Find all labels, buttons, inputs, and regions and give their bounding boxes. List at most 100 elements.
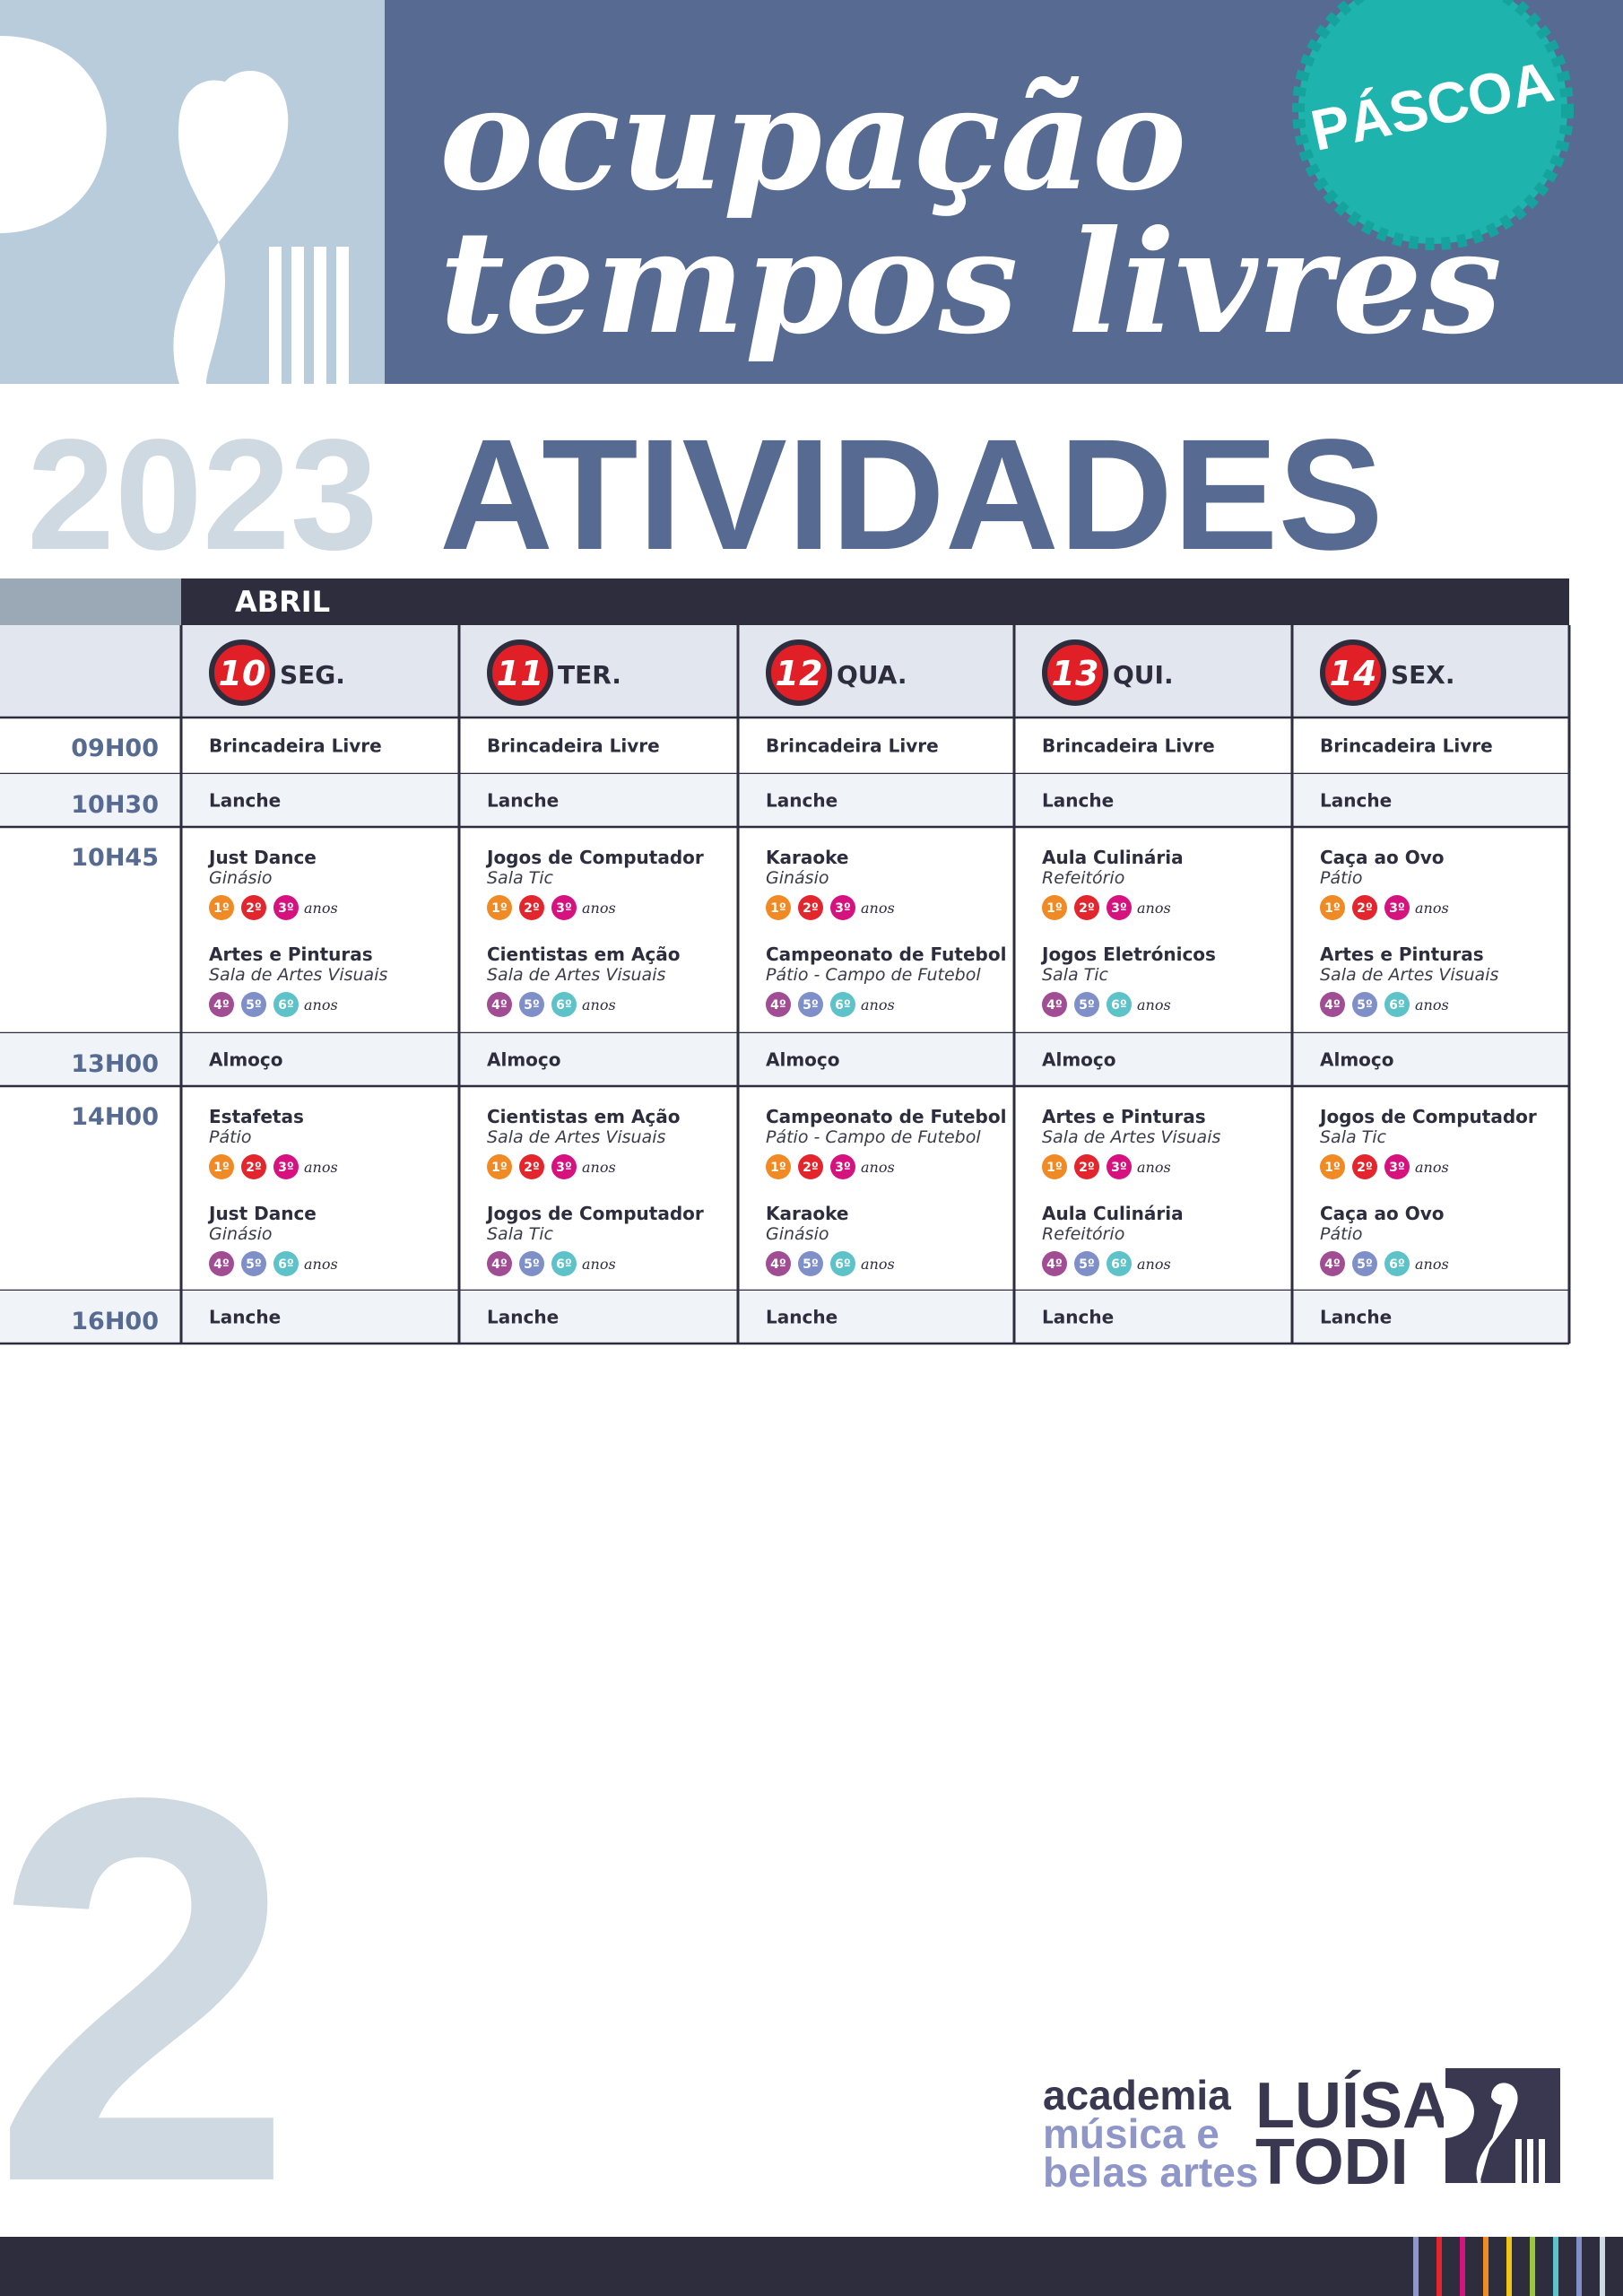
grades-unit: anos xyxy=(582,1159,616,1176)
grade-label: 2º xyxy=(803,1161,819,1175)
title-line: tempos livres xyxy=(439,200,1502,366)
grade-badge xyxy=(551,1154,577,1179)
grade-label: 6º xyxy=(1389,1257,1405,1272)
activity-name: Campeonato de Futebol xyxy=(766,1106,1006,1127)
day-name: QUA. xyxy=(837,660,907,690)
grade-badge xyxy=(519,895,544,920)
activity-name: Artes e Pinturas xyxy=(209,944,373,965)
grade-label: 3º xyxy=(1111,901,1127,916)
emblem-bar xyxy=(314,247,326,384)
header-emblem xyxy=(0,36,349,385)
activity-name: Cientistas em Ação xyxy=(487,1106,681,1127)
stripe xyxy=(1413,2237,1419,2296)
row-background xyxy=(0,774,1569,827)
grade-badge xyxy=(273,895,299,920)
grades-unit: anos xyxy=(304,996,338,1013)
grades-unit: anos xyxy=(304,1159,338,1176)
grade-label: 4º xyxy=(1324,998,1341,1013)
grade-label: 1º xyxy=(213,1161,230,1175)
grade-badge xyxy=(830,895,855,920)
grade-label: 3º xyxy=(835,901,851,916)
day-number: 14 xyxy=(1330,654,1377,693)
grades-unit: anos xyxy=(1137,996,1171,1013)
grade-label: 4º xyxy=(491,998,508,1013)
grade-badge xyxy=(1042,992,1067,1017)
day-number: 10 xyxy=(219,654,266,693)
cell-text: Almoço xyxy=(209,1049,283,1071)
cell-text: Brincadeira Livre xyxy=(766,735,939,757)
grade-badge xyxy=(1042,895,1067,920)
grade-label: 6º xyxy=(835,1257,851,1272)
day-name: SEX. xyxy=(1391,660,1455,690)
activity-name: Jogos de Computador xyxy=(485,847,704,868)
grade-label: 3º xyxy=(278,1161,294,1175)
grade-badge xyxy=(1074,1251,1099,1276)
grade-label: 3º xyxy=(1389,1161,1405,1175)
grade-label: 5º xyxy=(246,1257,262,1272)
activity-name: Caça ao Ovo xyxy=(1320,1203,1444,1224)
grade-badge xyxy=(1107,1251,1132,1276)
grade-label: 5º xyxy=(524,998,540,1013)
grade-badge xyxy=(209,992,234,1017)
grade-label: 2º xyxy=(246,901,262,916)
day-name: SEG. xyxy=(280,660,345,690)
grade-label: 3º xyxy=(556,1161,572,1175)
grade-label: 1º xyxy=(1046,1161,1063,1175)
grade-badge xyxy=(1384,1251,1410,1276)
grade-badge xyxy=(1352,992,1377,1017)
activity-place: Sala de Artes Visuais xyxy=(209,965,387,985)
day-name: TER. xyxy=(558,660,621,690)
grade-label: 5º xyxy=(803,998,819,1013)
time-label: 10H30 xyxy=(71,791,159,819)
activity-name: Just Dance xyxy=(207,1203,317,1224)
grade-badge xyxy=(1074,992,1099,1017)
badge-circle xyxy=(1292,0,1574,250)
row-background xyxy=(0,1033,1569,1086)
footer-stripes xyxy=(1413,2237,1605,2296)
grades-unit: anos xyxy=(1415,900,1449,917)
activity-place: Pátio xyxy=(1320,1224,1362,1244)
grade-badge xyxy=(766,1251,791,1276)
grade-badge xyxy=(241,895,266,920)
grade-label: 5º xyxy=(1079,1257,1095,1272)
grade-label: 1º xyxy=(491,1161,508,1175)
activity-place: Sala Tic xyxy=(1320,1127,1387,1147)
day-name: QUI. xyxy=(1113,660,1174,690)
activity-place: Ginásio xyxy=(766,868,829,888)
logo-icon-shape xyxy=(1444,2083,1518,2184)
day-circle xyxy=(209,639,275,706)
grade-badge xyxy=(1107,1154,1132,1179)
grades-unit: anos xyxy=(1415,1159,1449,1176)
grade-label: 1º xyxy=(1324,1161,1341,1175)
emblem-curve xyxy=(0,36,107,233)
activity-place: Pátio xyxy=(209,1127,251,1147)
grades-unit: anos xyxy=(1137,1256,1171,1273)
grade-badge xyxy=(766,1154,791,1179)
stripe xyxy=(1553,2237,1558,2296)
cell-text: Lanche xyxy=(1320,790,1392,812)
cell-text: Brincadeira Livre xyxy=(487,735,660,757)
activity-name: Caça ao Ovo xyxy=(1320,847,1444,868)
grade-badge xyxy=(1320,992,1345,1017)
grade-label: 6º xyxy=(1111,998,1127,1013)
grade-label: 3º xyxy=(556,901,572,916)
grades-unit: anos xyxy=(1415,1256,1449,1273)
grade-badge xyxy=(273,1251,299,1276)
grade-badge xyxy=(1107,895,1132,920)
activity-place: Pátio - Campo de Futebol xyxy=(766,1127,981,1147)
cell-text: Lanche xyxy=(487,790,559,812)
grade-label: 4º xyxy=(213,1257,230,1272)
cell-text: Lanche xyxy=(766,790,838,812)
grade-label: 4º xyxy=(213,998,230,1013)
activity-place: Sala de Artes Visuais xyxy=(487,1127,665,1147)
month-bar-left xyxy=(0,578,181,625)
grade-label: 1º xyxy=(1324,901,1341,916)
grade-badge xyxy=(1352,895,1377,920)
grade-badge xyxy=(1384,1154,1410,1179)
time-label: 10H45 xyxy=(71,844,159,872)
grade-badge xyxy=(273,1154,299,1179)
cell-text: Almoço xyxy=(1042,1049,1116,1071)
grade-badge xyxy=(766,992,791,1017)
grade-label: 1º xyxy=(770,1161,786,1175)
